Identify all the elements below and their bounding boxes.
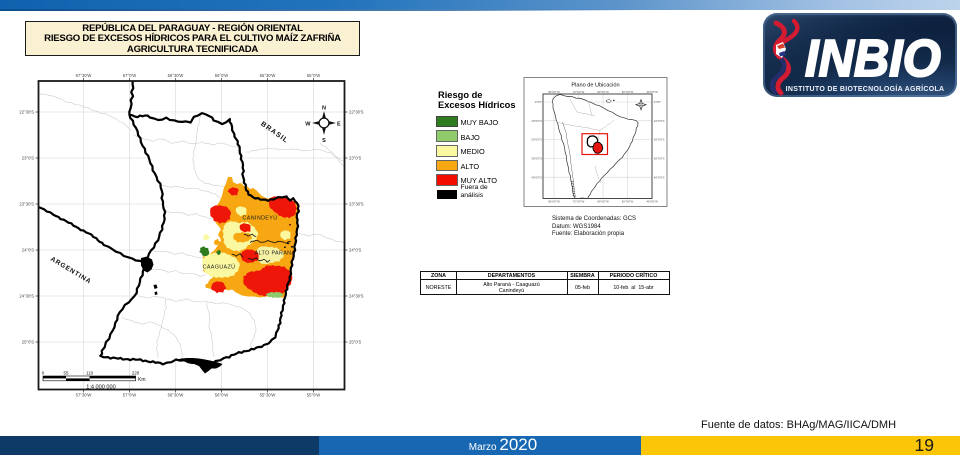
- svg-text:25°0′S: 25°0′S: [22, 340, 34, 345]
- svg-text:0°0′0": 0°0′0": [654, 100, 661, 104]
- svg-text:55°0′W: 55°0′W: [307, 393, 320, 398]
- svg-text:56°0′W: 56°0′W: [215, 393, 228, 398]
- svg-text:ARGENTINA: ARGENTINA: [49, 256, 92, 286]
- svg-text:Km: Km: [138, 377, 146, 383]
- svg-text:Plano de Ubicación: Plano de Ubicación: [571, 83, 619, 89]
- svg-text:10°0′0"S: 10°0′0"S: [531, 119, 542, 123]
- svg-text:24°30′S: 24°30′S: [349, 294, 364, 299]
- svg-text:23°0′S: 23°0′S: [22, 156, 34, 161]
- svg-text:40°0′0"S: 40°0′0"S: [654, 175, 665, 179]
- svg-text:56°30′W: 56°30′W: [168, 393, 184, 398]
- svg-text:110: 110: [86, 371, 94, 376]
- svg-text:80°0′0"W: 80°0′0"W: [548, 90, 560, 94]
- svg-text:24°30′S: 24°30′S: [19, 294, 34, 299]
- svg-text:23°30′S: 23°30′S: [19, 202, 34, 207]
- svg-text:57°0′W: 57°0′W: [123, 73, 136, 78]
- svg-text:70°0′0"W: 70°0′0"W: [573, 90, 585, 94]
- svg-text:70°0′0"W: 70°0′0"W: [573, 200, 585, 204]
- svg-text:55°30′W: 55°30′W: [260, 73, 276, 78]
- svg-text:25°0′S: 25°0′S: [349, 340, 361, 345]
- svg-text:20°0′0"S: 20°0′0"S: [531, 138, 542, 142]
- svg-text:10°0′0"S: 10°0′0"S: [654, 119, 665, 123]
- svg-text:57°30′W: 57°30′W: [76, 393, 92, 398]
- svg-text:40°0′0"W: 40°0′0"W: [646, 90, 658, 94]
- svg-text:57°0′W: 57°0′W: [123, 393, 136, 398]
- svg-text:CANINDEYÚ: CANINDEYÚ: [243, 215, 278, 222]
- svg-text:24°0′S: 24°0′S: [349, 248, 361, 253]
- svg-text:N: N: [322, 106, 326, 112]
- svg-text:55: 55: [64, 371, 69, 376]
- svg-text:30°0′0"S: 30°0′0"S: [531, 157, 542, 161]
- svg-text:40°0′0"W: 40°0′0"W: [646, 200, 658, 204]
- svg-text:50°0′0"W: 50°0′0"W: [622, 200, 634, 204]
- svg-text:57°30′W: 57°30′W: [76, 73, 92, 78]
- svg-text:22°30′S: 22°30′S: [19, 110, 34, 115]
- svg-text:55°30′W: 55°30′W: [260, 393, 276, 398]
- svg-text:55°0′W: 55°0′W: [307, 73, 320, 78]
- svg-text:BRASIL: BRASIL: [259, 121, 289, 145]
- svg-text:ALTO PARANÁ: ALTO PARANÁ: [255, 250, 296, 257]
- svg-text:S: S: [322, 138, 326, 144]
- svg-text:CAAGUAZÚ: CAAGUAZÚ: [203, 264, 236, 271]
- svg-text:1:4 000 000: 1:4 000 000: [86, 385, 116, 391]
- svg-text:20°0′0"S: 20°0′0"S: [654, 138, 665, 142]
- svg-text:23°0′S: 23°0′S: [349, 156, 361, 161]
- svg-text:60°0′0"W: 60°0′0"W: [597, 90, 609, 94]
- svg-text:30°0′0"S: 30°0′0"S: [654, 157, 665, 161]
- svg-text:23°30′S: 23°30′S: [349, 202, 364, 207]
- svg-text:40°0′0"S: 40°0′0"S: [531, 175, 542, 179]
- svg-text:80°0′0"W: 80°0′0"W: [548, 200, 560, 204]
- svg-text:220: 220: [132, 371, 140, 376]
- svg-text:60°0′0"W: 60°0′0"W: [597, 200, 609, 204]
- svg-text:0: 0: [42, 371, 45, 376]
- svg-text:56°30′W: 56°30′W: [168, 73, 184, 78]
- svg-text:0°0′0": 0°0′0": [535, 100, 542, 104]
- svg-text:50°0′0"W: 50°0′0"W: [622, 90, 634, 94]
- svg-text:24°0′S: 24°0′S: [22, 248, 34, 253]
- svg-text:22°30′S: 22°30′S: [349, 110, 364, 115]
- svg-text:W: W: [305, 121, 311, 127]
- svg-text:56°0′W: 56°0′W: [215, 73, 228, 78]
- svg-text:E: E: [337, 121, 341, 127]
